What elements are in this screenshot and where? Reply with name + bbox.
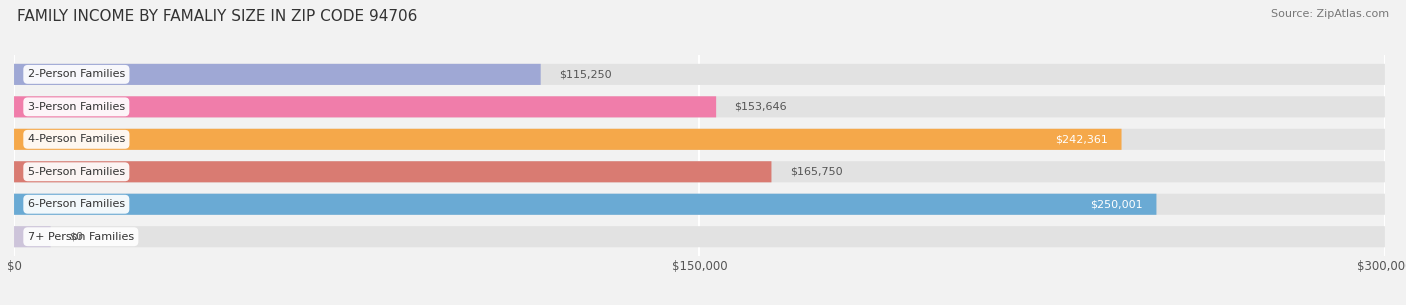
Text: 2-Person Families: 2-Person Families [28, 69, 125, 79]
Text: FAMILY INCOME BY FAMALIY SIZE IN ZIP CODE 94706: FAMILY INCOME BY FAMALIY SIZE IN ZIP COD… [17, 9, 418, 24]
Text: $0: $0 [69, 232, 83, 242]
FancyBboxPatch shape [14, 64, 541, 85]
Text: 5-Person Families: 5-Person Families [28, 167, 125, 177]
Text: $165,750: $165,750 [790, 167, 842, 177]
Text: $115,250: $115,250 [560, 69, 612, 79]
FancyBboxPatch shape [14, 96, 716, 117]
Text: $242,361: $242,361 [1054, 134, 1108, 144]
Text: 4-Person Families: 4-Person Families [28, 134, 125, 144]
Text: 6-Person Families: 6-Person Families [28, 199, 125, 209]
FancyBboxPatch shape [14, 64, 1385, 85]
Text: $250,001: $250,001 [1090, 199, 1143, 209]
FancyBboxPatch shape [14, 161, 1385, 182]
Text: Source: ZipAtlas.com: Source: ZipAtlas.com [1271, 9, 1389, 19]
FancyBboxPatch shape [14, 226, 1385, 247]
FancyBboxPatch shape [14, 129, 1122, 150]
Text: 7+ Person Families: 7+ Person Families [28, 232, 134, 242]
FancyBboxPatch shape [14, 96, 1385, 117]
FancyBboxPatch shape [14, 226, 51, 247]
FancyBboxPatch shape [14, 161, 772, 182]
Text: 3-Person Families: 3-Person Families [28, 102, 125, 112]
FancyBboxPatch shape [14, 194, 1385, 215]
FancyBboxPatch shape [14, 194, 1157, 215]
Text: $153,646: $153,646 [734, 102, 787, 112]
FancyBboxPatch shape [14, 129, 1385, 150]
